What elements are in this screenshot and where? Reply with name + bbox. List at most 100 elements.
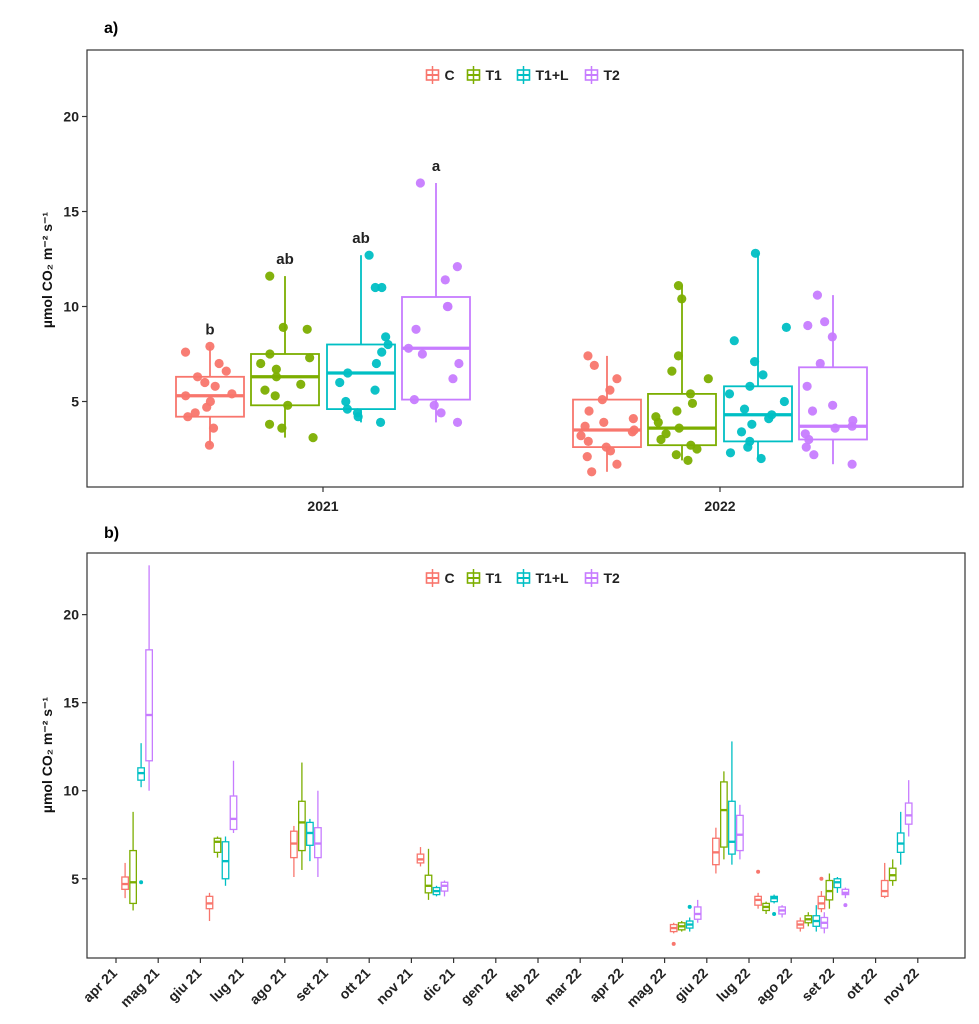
box-c-2022	[572, 351, 642, 477]
legend-label: C	[445, 570, 455, 586]
data-point	[800, 429, 810, 439]
data-point	[204, 440, 215, 450]
y-tick-label: 10	[63, 783, 79, 799]
box-t2-m14-5	[736, 804, 744, 860]
data-point	[671, 450, 681, 460]
data-point	[452, 417, 463, 427]
data-point	[364, 250, 374, 260]
panel-b-legend-item-t1-plus-l: T1+L	[516, 569, 570, 587]
data-point	[370, 282, 380, 293]
data-point	[415, 178, 425, 188]
y-tick-label: 20	[63, 109, 79, 125]
box-t1-m18-5	[888, 859, 897, 886]
box-t1-m16-5	[804, 912, 813, 927]
data-point	[628, 414, 638, 424]
data-point	[589, 360, 599, 370]
data-point	[440, 275, 450, 285]
box-c-m18-5	[880, 862, 889, 899]
box-outlier	[671, 941, 676, 946]
data-point	[830, 423, 840, 433]
panel-a-legend-item-c: C	[425, 66, 455, 84]
data-point	[739, 404, 750, 414]
data-point	[436, 408, 446, 418]
data-point	[583, 351, 593, 361]
data-point	[192, 372, 203, 382]
data-point	[597, 395, 607, 405]
panel-a-legend-item-t2: T2	[584, 66, 620, 84]
box-t1-m4-5	[297, 762, 306, 870]
y-tick-label: 15	[63, 695, 79, 711]
data-point	[779, 396, 789, 407]
data-point	[729, 336, 739, 346]
box-t1-m0-5	[129, 811, 138, 911]
box-t2-m0-5	[145, 565, 154, 791]
legend-label: T2	[604, 570, 621, 586]
data-point	[828, 400, 838, 410]
data-point	[221, 366, 231, 376]
data-point	[375, 417, 386, 427]
data-point	[308, 433, 318, 443]
data-point	[383, 339, 393, 350]
box-t1-plus-l-m15-5	[770, 894, 778, 916]
data-point	[582, 452, 592, 462]
data-point	[377, 347, 387, 357]
significance-letter: b	[205, 321, 214, 338]
data-point	[724, 389, 735, 399]
data-point	[205, 341, 215, 351]
panel-a: µmol CO₂ m⁻² s⁻¹ 5 10 15 20 2021 2022 C T1 T1+…	[39, 49, 964, 514]
data-point	[809, 450, 819, 460]
data-point	[801, 442, 811, 452]
box-t2-2021	[401, 178, 471, 427]
box-body	[145, 649, 154, 762]
data-point	[210, 381, 220, 391]
data-point	[612, 459, 622, 469]
data-point	[411, 324, 421, 334]
y-tick-label: 15	[63, 204, 79, 220]
data-point	[576, 431, 586, 441]
data-point	[265, 271, 275, 281]
box-c-m2-5	[205, 892, 214, 922]
legend-label: T1+L	[536, 570, 570, 586]
panel-a-y-ticks: 5 10 15 20	[63, 109, 87, 410]
data-point	[370, 385, 380, 395]
box-t1-2021	[250, 271, 320, 443]
data-point	[750, 248, 761, 258]
data-point	[256, 358, 266, 369]
data-point	[736, 427, 747, 437]
data-point	[629, 425, 639, 435]
data-point	[847, 459, 857, 469]
data-point	[685, 389, 696, 399]
panel-b-legend-item-t1: T1	[466, 569, 502, 587]
box-outlier	[772, 911, 777, 916]
data-point	[265, 349, 275, 359]
box-t1-plus-l-m0-5	[137, 743, 146, 885]
box-outlier	[843, 903, 848, 908]
box-t2-2022	[798, 290, 868, 469]
data-point	[767, 410, 777, 420]
box-c-2021	[175, 341, 245, 450]
data-point	[687, 398, 698, 408]
data-point	[403, 343, 414, 353]
panel-b-label: b)	[104, 525, 119, 542]
panel-a-y-axis-label: µmol CO₂ m⁻² s⁻¹	[39, 212, 55, 329]
y-tick-label: 10	[63, 299, 79, 315]
panel-b-marks	[121, 565, 913, 946]
data-point	[454, 358, 464, 369]
y-tick-label: 5	[71, 871, 79, 887]
panel-b-legend-item-t2: T2	[584, 569, 621, 587]
box-body	[213, 837, 222, 853]
data-point	[278, 322, 288, 332]
data-point	[747, 419, 757, 429]
panel-a-marks: b ab ab a	[175, 158, 868, 477]
box-body	[129, 849, 138, 905]
x-tick-label: 2022	[704, 498, 735, 514]
data-point	[335, 377, 345, 388]
data-point	[605, 385, 615, 395]
box-t2-m13-5	[693, 899, 702, 923]
significance-letter: ab	[352, 230, 370, 247]
y-tick-label: 20	[63, 607, 79, 623]
box-t1-plus-l-m2-5	[221, 836, 230, 886]
box-body	[229, 795, 238, 831]
data-point	[352, 408, 363, 418]
